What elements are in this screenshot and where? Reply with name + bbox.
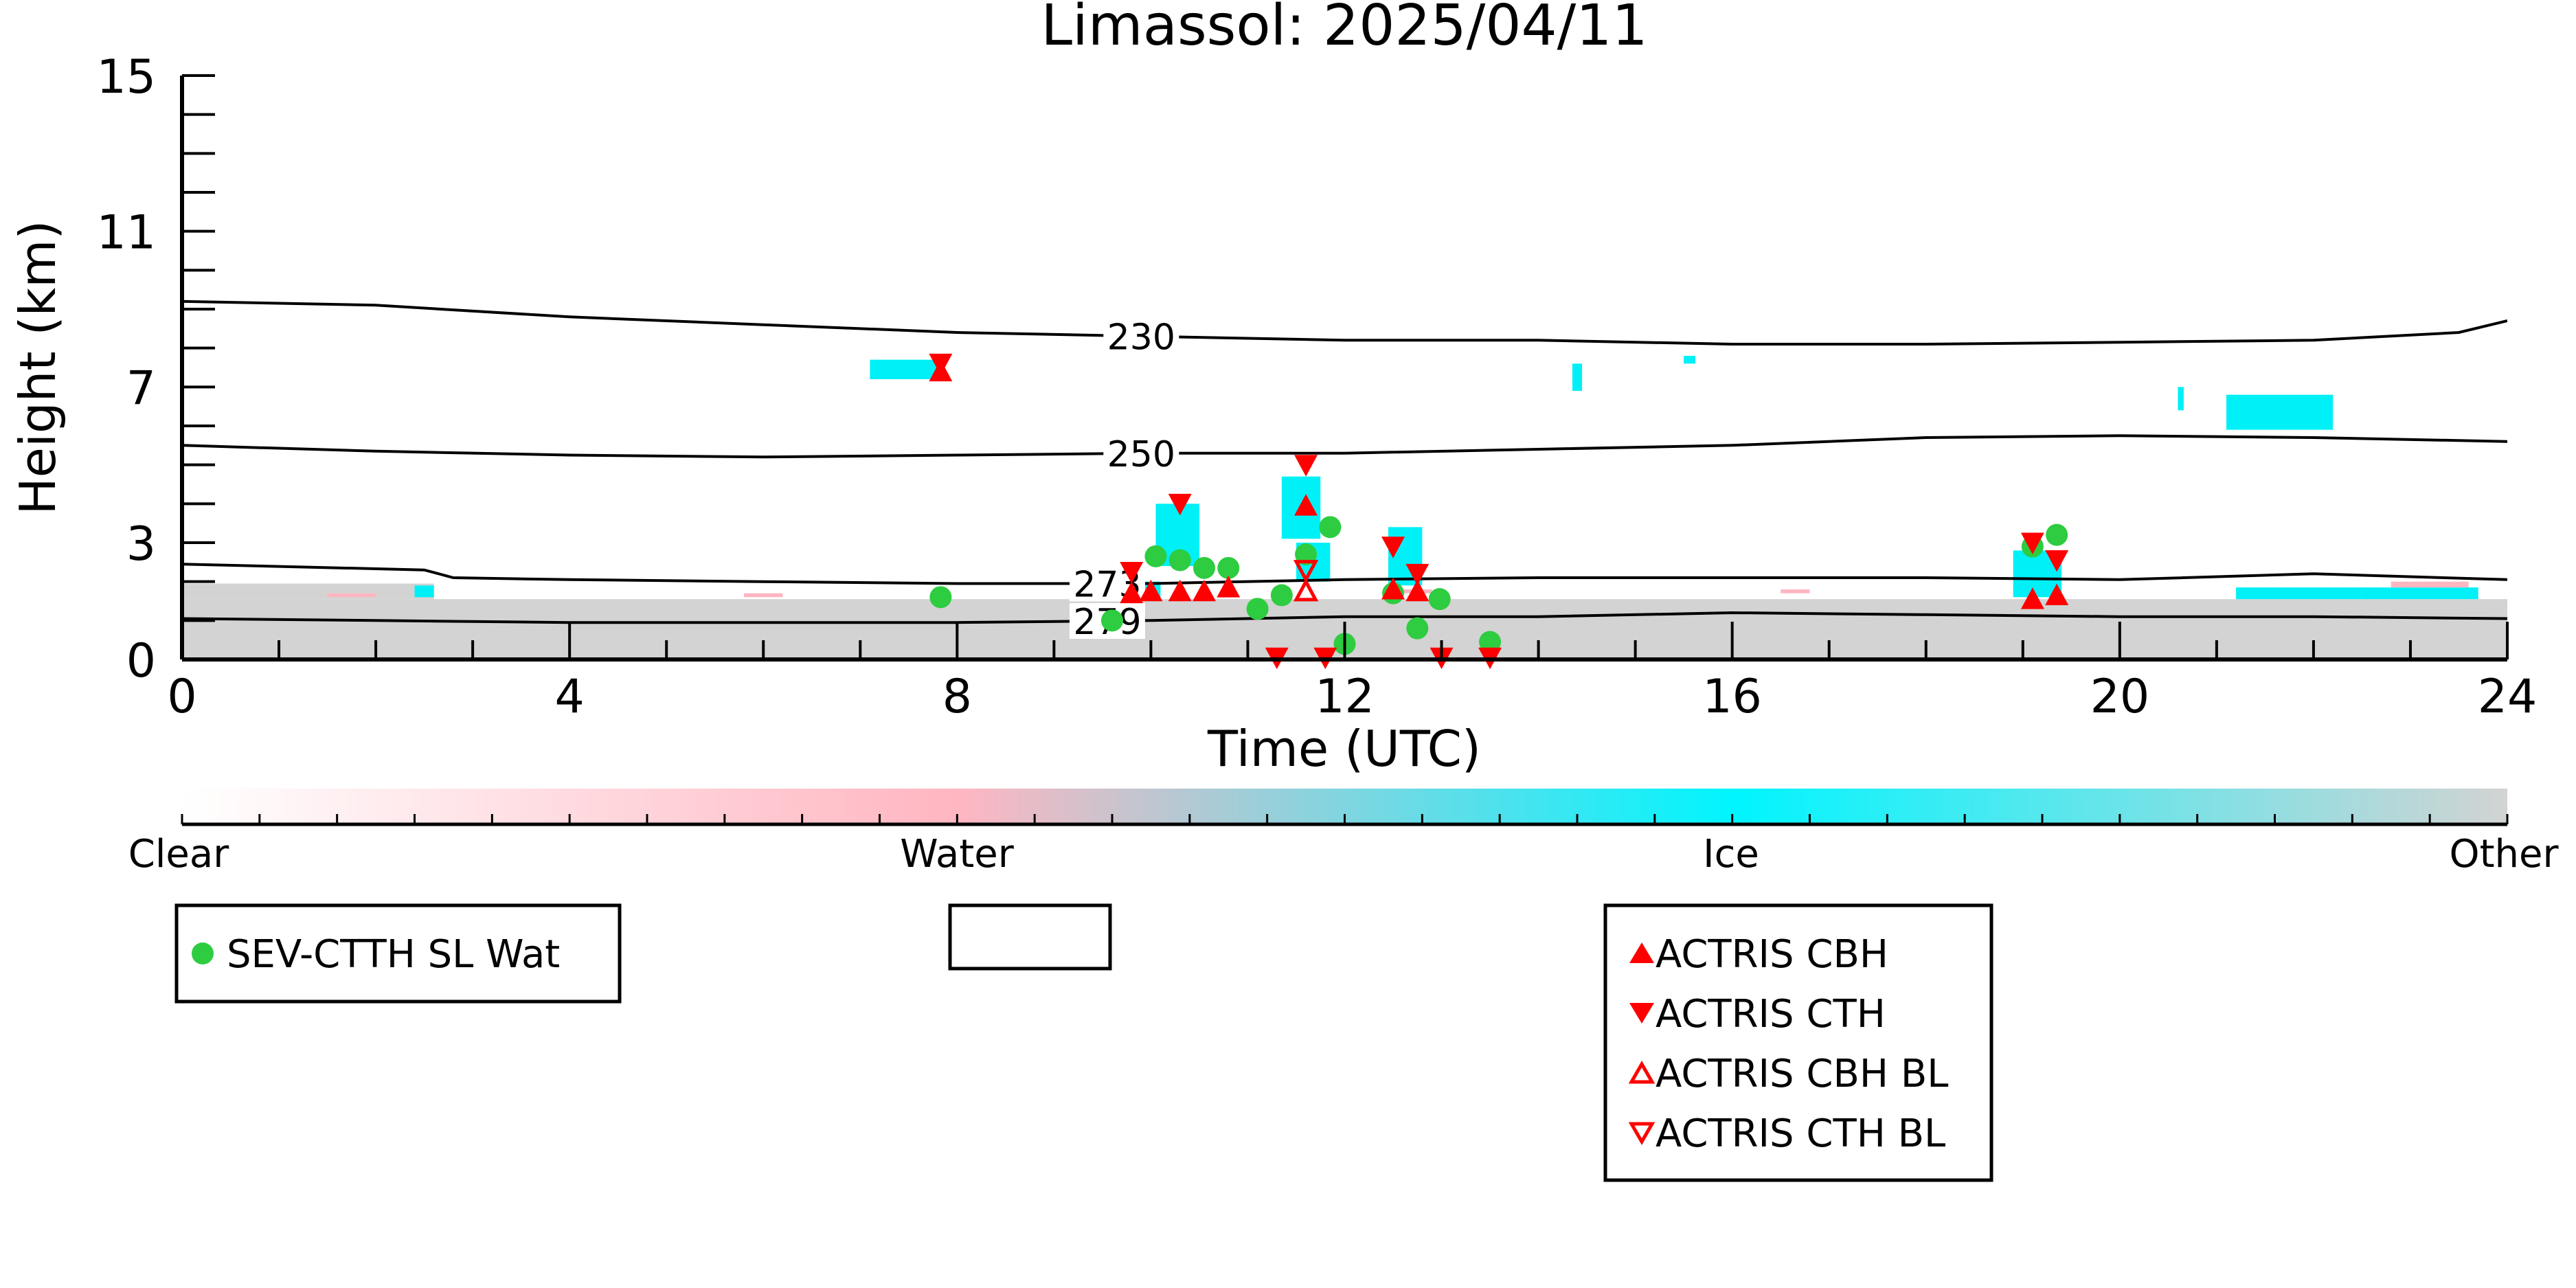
cbh-point	[2045, 583, 2069, 605]
plot-background	[182, 356, 2507, 659]
legend-cbh-marker	[1629, 942, 1654, 963]
x-ticks: 0 4 8 12 16 20 24	[167, 622, 2537, 724]
x-tick-label: 4	[555, 670, 585, 724]
contour-label: 230	[1107, 317, 1175, 358]
water-patch	[1781, 589, 1810, 594]
sev-point	[1428, 588, 1451, 611]
other-layer-upper	[182, 583, 434, 600]
cbh-point	[1381, 578, 1405, 600]
legend-cth-marker	[1629, 1003, 1654, 1024]
colorbar-label-ice: Ice	[1703, 832, 1759, 877]
ice-patch	[414, 585, 434, 598]
legend-sev-label: SEV-CTTH SL Wat	[227, 932, 560, 977]
contour-line	[182, 434, 2507, 459]
cth-bl-point	[1293, 560, 1319, 583]
cth-point	[2045, 550, 2069, 572]
cbh-point	[1120, 581, 1144, 604]
legend-actris: ACTRIS CBH ACTRIS CTH ACTRIS CBH BL ACTR…	[1603, 903, 1993, 1182]
sev-point	[1270, 584, 1293, 607]
data-markers	[929, 353, 2069, 670]
x-tick-label: 0	[167, 670, 196, 724]
colorbar-label-water: Water	[900, 832, 1015, 877]
legend-cth-bl-marker	[1628, 1122, 1656, 1146]
ice-patch	[870, 359, 938, 379]
cbh-point	[1217, 576, 1241, 598]
legend-cbh-bl-marker	[1628, 1060, 1656, 1084]
legend-cbh-label: ACTRIS CBH	[1656, 932, 1888, 977]
cth-point	[1294, 455, 1318, 477]
x-tick-label: 12	[1315, 670, 1375, 724]
cbh-point	[1192, 579, 1216, 602]
ice-patch	[2362, 587, 2478, 600]
cth-point	[2020, 532, 2044, 554]
sev-point	[1168, 549, 1191, 572]
legend-actris-box	[1603, 903, 1993, 1182]
cbh-point	[1405, 579, 1430, 602]
legend-empty-box	[948, 903, 1112, 971]
ice-patch	[2226, 394, 2334, 430]
cth-point	[1405, 563, 1430, 586]
temperature-contours: 230250273279	[182, 300, 2507, 643]
legend-sev: SEV-CTTH SL Wat	[174, 903, 622, 1004]
y-ticks: 0 3 7 11 15	[96, 50, 215, 688]
legend-sev-box	[174, 903, 622, 1004]
cbh-point	[1294, 494, 1318, 516]
sev-point	[2046, 523, 2068, 546]
x-tick-label: 8	[942, 670, 972, 724]
cth-point	[1168, 493, 1192, 516]
legend-cth-bl-label: ACTRIS CTH BL	[1656, 1111, 1945, 1156]
x-tick-label: 24	[2478, 670, 2538, 724]
contour-line	[182, 563, 2507, 585]
axes	[180, 76, 2507, 662]
cbh-point	[1168, 579, 1192, 602]
chart-title: Limassol: 2025/04/11	[1041, 0, 1647, 58]
legend-cth-label: ACTRIS CTH	[1656, 992, 1886, 1037]
sev-point	[1406, 617, 1429, 640]
sev-point	[1319, 516, 1342, 539]
contour-label-bg	[1103, 318, 1179, 354]
legend-empty	[948, 903, 1112, 971]
cth-point	[1120, 562, 1144, 584]
sev-point	[1295, 543, 1318, 565]
x-axis-label: Time (UTC)	[1207, 720, 1481, 778]
ice-patch	[1572, 363, 1583, 391]
ice-patch	[2178, 387, 2184, 411]
cbh-point	[1139, 579, 1163, 602]
y-tick-label: 11	[96, 206, 156, 260]
y-axis-label: Height (km)	[9, 221, 67, 515]
legend-sev-marker	[192, 942, 214, 964]
sev-point	[929, 586, 952, 609]
legend-cbh-bl-label: ACTRIS CBH BL	[1656, 1052, 1948, 1096]
colorbar: Clear Water Ice Other	[128, 789, 2559, 877]
colorbar-label-other: Other	[2449, 832, 2559, 877]
sev-point	[1144, 545, 1167, 567]
ice-patch	[1684, 356, 1696, 364]
y-tick-label: 7	[126, 361, 156, 416]
x-tick-label: 20	[2090, 670, 2150, 724]
colorbar-ticks	[181, 814, 2509, 824]
water-patch	[744, 593, 783, 598]
water-patch	[327, 593, 376, 598]
contour-line	[182, 300, 2507, 346]
cth-point	[929, 353, 953, 376]
ice-patch	[2236, 587, 2362, 600]
y-tick-label: 3	[126, 517, 156, 572]
contour-label-bg	[1103, 435, 1179, 471]
water-patch	[2391, 581, 2469, 588]
y-tick-label: 0	[126, 634, 156, 688]
x-tick-label: 16	[1702, 670, 1762, 724]
sev-point	[1246, 598, 1269, 620]
colorbar-label-clear: Clear	[128, 832, 229, 877]
sev-point	[1479, 631, 1502, 653]
cbh-bl-point	[1293, 578, 1319, 602]
contour-label: 250	[1107, 434, 1175, 475]
y-tick-label: 15	[96, 50, 156, 104]
cth-point	[1381, 536, 1405, 558]
sev-point	[1217, 556, 1240, 579]
cbh-point	[2020, 587, 2044, 609]
sev-point	[1193, 556, 1215, 579]
sev-point	[1101, 609, 1123, 632]
